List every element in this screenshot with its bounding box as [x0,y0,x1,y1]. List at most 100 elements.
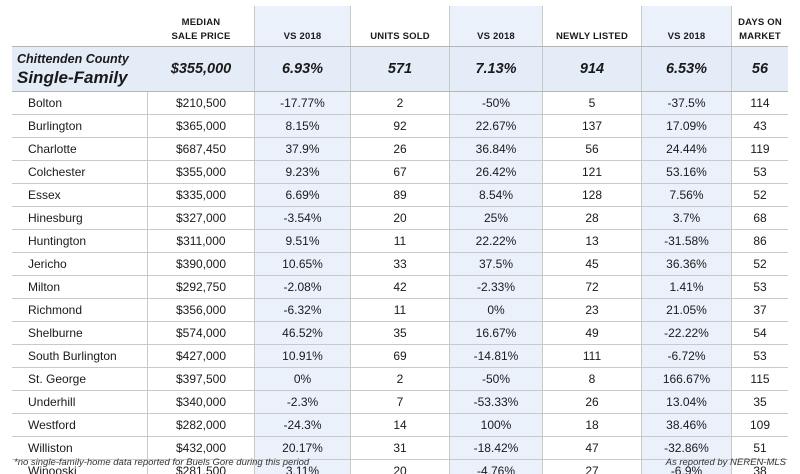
vs2018-listed-cell: -6.9% [641,460,732,474]
days-on-market-cell: 38 [753,464,767,474]
units-sold-cell: 89 [393,188,407,202]
vs2018-price-cell: 6.69% [254,184,351,206]
median-sale-price-cell: $327,000 [175,211,227,225]
table-row: Huntington $311,000 9.51% 11 22.22% 13 -31.58%… [12,230,788,253]
newly-listed-cell: 49 [585,326,599,340]
header-blank [12,6,148,46]
table-row: Williston $432,000 20.17% 31 -18.42% 47 -32.86… [12,437,788,460]
days-on-market-cell: 43 [753,119,767,133]
newly-listed-cell: 27 [585,464,599,474]
newly-listed-cell: 111 [582,349,602,363]
vs2018-units-cell: 100% [449,414,543,436]
town-name-cell: Hinesburg [12,207,148,229]
header-vs2018-units: VS 2018 [449,6,543,46]
vs2018-listed-cell: 166.67% [641,368,732,390]
vs2018-price-cell: 9.23% [254,161,351,183]
units-sold-cell: 14 [393,418,407,432]
header-dom-line2: MARKET [739,31,781,43]
town-name-cell: Colchester [12,161,148,183]
table-row: Hinesburg $327,000 -3.54% 20 25% 28 3.7% 68 [12,207,788,230]
units-sold-cell: 20 [393,464,407,474]
vs2018-listed-cell: 13.04% [641,391,732,413]
days-on-market-cell: 109 [749,418,771,432]
header-units-sold: UNITS SOLD [370,31,430,43]
median-sale-price-cell: $365,000 [175,119,227,133]
days-on-market-cell: 37 [753,303,767,317]
header-vs2018-price: VS 2018 [254,6,351,46]
median-sale-price-cell: $390,000 [175,257,227,271]
vs2018-units-cell: -50% [449,92,543,114]
county-segment: Single-Family [17,67,128,87]
days-on-market-cell: 115 [750,372,770,386]
summary-vs2018-price: 6.93% [254,47,351,91]
days-on-market-cell: 53 [753,165,767,179]
days-on-market-cell: 54 [753,326,767,340]
days-on-market-cell: 53 [753,280,767,294]
table-row: Jericho $390,000 10.65% 33 37.5% 45 36.36% 52 [12,253,788,276]
table-row: Underhill $340,000 -2.3% 7 -53.33% 26 13.04% 35 [12,391,788,414]
vs2018-units-cell: -50% [449,368,543,390]
newly-listed-cell: 47 [585,441,599,455]
vs2018-price-cell: 3.11% [254,460,351,474]
vs2018-listed-cell: 36.36% [641,253,732,275]
vs2018-units-cell: -2.33% [449,276,543,298]
table-row: Colchester $355,000 9.23% 67 26.42% 121 53.16%… [12,161,788,184]
units-sold-cell: 42 [393,280,407,294]
median-sale-price-cell: $397,500 [175,372,227,386]
town-rows: Bolton $210,500 -17.77% 2 -50% 5 -37.5% 114 Burl… [12,92,788,474]
median-sale-price-cell: $282,000 [175,418,227,432]
table-row: Richmond $356,000 -6.32% 11 0% 23 21.05% 37 [12,299,788,322]
vs2018-units-cell: 0% [449,299,543,321]
vs2018-units-cell: -53.33% [449,391,543,413]
vs2018-price-cell: -3.54% [254,207,351,229]
header-median-line2: SALE PRICE [171,31,231,43]
table-row: Westford $282,000 -24.3% 14 100% 18 38.46% 109 [12,414,788,437]
newly-listed-cell: 72 [585,280,599,294]
units-sold-cell: 69 [393,349,407,363]
vs2018-listed-cell: 17.09% [641,115,732,137]
vs2018-units-cell: 25% [449,207,543,229]
town-name-cell: Huntington [12,230,148,252]
vs2018-listed-cell: -31.58% [641,230,732,252]
vs2018-price-cell: -2.08% [254,276,351,298]
town-name-cell: Milton [12,276,148,298]
days-on-market-cell: 114 [750,96,770,110]
vs2018-price-cell: -6.32% [254,299,351,321]
summary-newly-listed: 914 [543,47,641,91]
vs2018-listed-cell: 7.56% [641,184,732,206]
vs2018-listed-cell: 21.05% [641,299,732,321]
county-label: Chittenden County Single-Family [12,47,148,91]
table-row: Burlington $365,000 8.15% 92 22.67% 137 17.09%… [12,115,788,138]
vs2018-listed-cell: -32.86% [641,437,732,459]
summary-days-on-market: 56 [732,47,788,91]
summary-units-sold: 571 [351,47,449,91]
vs2018-units-cell: -14.81% [449,345,543,367]
town-name-cell: Winooski [12,460,148,474]
newly-listed-cell: 28 [585,211,599,225]
newly-listed-cell: 137 [581,119,603,133]
town-name-cell: Bolton [12,92,148,114]
newly-listed-cell: 23 [585,303,599,317]
units-sold-cell: 31 [393,441,407,455]
header-newly-listed: NEWLY LISTED [555,31,629,43]
vs2018-units-cell: 36.84% [449,138,543,160]
units-sold-cell: 26 [393,142,407,156]
header-median-sale-price: MEDIAN SALE PRICE [148,6,254,46]
vs2018-units-cell: 37.5% [449,253,543,275]
days-on-market-cell: 52 [753,188,767,202]
median-sale-price-cell: $432,000 [175,441,227,455]
vs2018-price-cell: -17.77% [254,92,351,114]
newly-listed-cell: 8 [588,372,596,386]
newly-listed-cell: 26 [585,395,599,409]
town-name-cell: Williston [12,437,148,459]
days-on-market-cell: 86 [753,234,767,248]
town-name-cell: Jericho [12,253,148,275]
table-row: Charlotte $687,450 37.9% 26 36.84% 56 24.44% 11… [12,138,788,161]
table-row: St. George $397,500 0% 2 -50% 8 166.67% 115 [12,368,788,391]
vs2018-units-cell: 22.22% [449,230,543,252]
median-sale-price-cell: $355,000 [175,165,227,179]
summary-median-price: $355,000 [148,47,254,91]
newly-listed-cell: 128 [581,188,603,202]
median-sale-price-cell: $335,000 [175,188,227,202]
newly-listed-cell: 45 [585,257,599,271]
